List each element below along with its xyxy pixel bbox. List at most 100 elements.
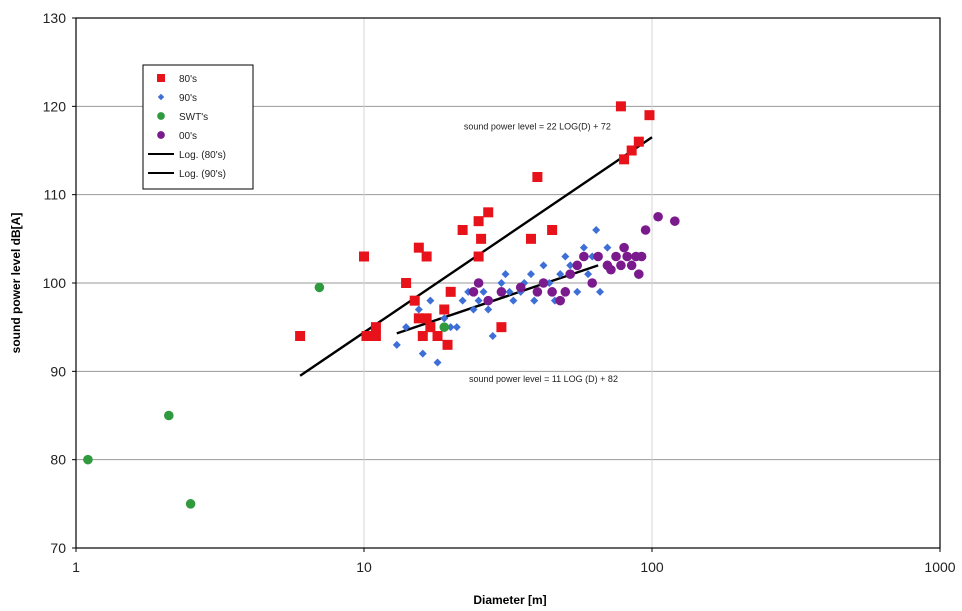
data-point — [488, 332, 497, 340]
data-point — [619, 242, 629, 253]
data-point — [483, 207, 494, 218]
y-tick-label: 120 — [43, 98, 67, 114]
data-point — [446, 323, 455, 332]
data-point — [615, 101, 626, 112]
data-point — [413, 313, 424, 324]
trendline-equation: sound power level = 11 LOG (D) + 82 — [469, 374, 618, 384]
data-point — [509, 296, 518, 305]
data-points — [83, 101, 680, 509]
data-point — [295, 331, 306, 341]
data-point — [439, 304, 450, 315]
data-point — [83, 454, 93, 465]
data-point — [401, 278, 412, 288]
data-point — [421, 251, 432, 262]
data-point — [565, 269, 576, 279]
data-point — [439, 322, 450, 332]
data-point — [417, 331, 428, 341]
annotations: sound power level = 22 LOG(D) + 72 sound … — [464, 121, 618, 384]
legend-marker — [157, 131, 165, 139]
data-point — [370, 331, 381, 341]
data-point — [421, 313, 432, 324]
x-tick-label: 10 — [356, 559, 372, 575]
data-point — [426, 296, 435, 305]
data-point — [633, 136, 644, 147]
data-point — [636, 251, 647, 262]
y-tick-label: 110 — [44, 187, 67, 203]
x-axis-title: Diameter [m] — [473, 593, 546, 606]
legend-label: 90's — [179, 93, 197, 104]
data-point — [547, 225, 558, 235]
trendline-equation: sound power level = 22 LOG(D) + 72 — [464, 121, 611, 131]
data-point — [418, 349, 427, 358]
legend-label: 80's — [179, 74, 197, 85]
data-point — [592, 226, 601, 234]
data-point — [560, 287, 571, 297]
data-point — [670, 216, 680, 226]
data-point — [587, 278, 598, 288]
data-point — [497, 279, 506, 287]
data-point — [593, 251, 603, 262]
data-point — [616, 260, 626, 271]
data-point — [474, 296, 483, 305]
data-point — [579, 243, 588, 252]
data-point — [479, 287, 488, 296]
data-point — [496, 287, 507, 297]
data-point — [501, 270, 510, 279]
data-point — [473, 216, 484, 227]
data-point — [409, 295, 420, 306]
data-point — [572, 260, 583, 271]
data-point — [414, 305, 423, 314]
data-point — [457, 225, 468, 235]
data-point — [314, 282, 325, 293]
y-tick-label: 70 — [50, 540, 66, 556]
data-point — [556, 270, 565, 279]
x-tick-label: 100 — [640, 559, 664, 575]
data-point — [496, 322, 507, 333]
data-point — [606, 264, 616, 275]
data-point — [526, 270, 535, 279]
legend-label: Log. (80's) — [179, 150, 226, 161]
data-point — [468, 287, 479, 297]
data-point — [538, 278, 549, 288]
data-point — [425, 322, 436, 333]
data-point — [579, 251, 589, 262]
data-point — [619, 154, 630, 165]
data-point — [433, 358, 442, 367]
data-point — [163, 410, 174, 421]
data-point — [573, 287, 582, 296]
legend-label: SWT's — [179, 112, 208, 123]
series-3 — [468, 211, 680, 306]
legend: 80's 90's SWT's 00's Log. (80's) Log. (90's) — [142, 64, 254, 190]
data-point — [185, 499, 196, 509]
data-point — [505, 287, 514, 296]
data-point — [539, 261, 548, 270]
data-point — [483, 295, 494, 306]
data-point — [392, 340, 401, 349]
data-point — [622, 251, 632, 262]
data-point — [458, 296, 467, 305]
data-point — [532, 172, 543, 182]
data-point — [515, 282, 526, 293]
x-tick-label: 1000 — [924, 559, 955, 575]
legend-marker — [157, 74, 165, 82]
data-point — [476, 233, 487, 244]
data-point — [402, 323, 411, 332]
y-axis-title: sound power level dB[A] — [9, 213, 23, 354]
data-point — [547, 287, 557, 297]
legend-box — [142, 64, 254, 190]
y-tick-label: 100 — [43, 275, 67, 291]
data-point — [525, 233, 536, 244]
data-point — [361, 331, 372, 341]
x-tick-label: 1 — [72, 559, 80, 575]
legend-label: Log. (90's) — [179, 169, 226, 180]
data-point — [473, 278, 484, 288]
data-point — [634, 269, 644, 279]
data-point — [473, 251, 484, 262]
data-point — [484, 305, 493, 314]
legend-label: 00's — [179, 131, 197, 142]
series-0 — [295, 101, 655, 350]
data-point — [469, 305, 478, 314]
data-point — [440, 314, 449, 323]
